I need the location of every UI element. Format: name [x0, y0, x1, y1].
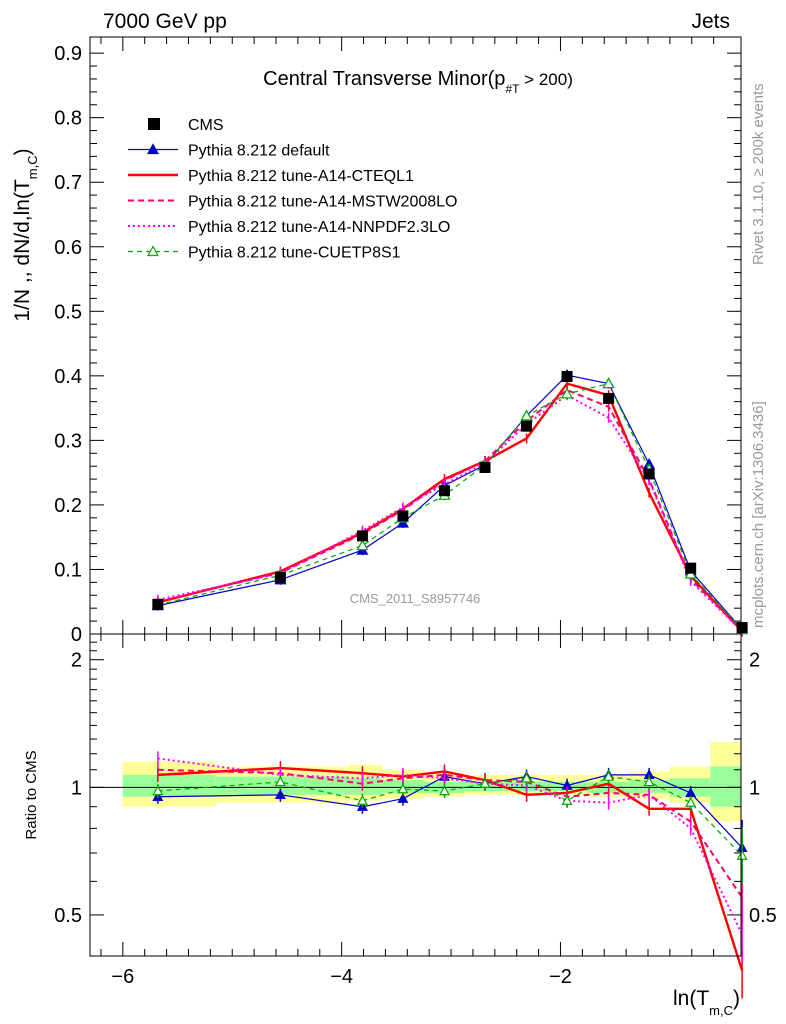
point-cms — [685, 562, 697, 574]
ratio-point-cuetp — [356, 794, 368, 805]
ratio-point-default — [274, 789, 286, 800]
top-ytick-label: 0.4 — [54, 366, 82, 388]
ratio-point-cuetp — [736, 849, 748, 860]
point-cuetp — [561, 387, 574, 399]
legend-label-mstw: Pythia 8.212 tune-A14-MSTW2008LO — [188, 194, 457, 211]
series-line-default — [157, 374, 743, 630]
ratio-point-cuetp — [603, 770, 615, 781]
top-ytick-label: 0.2 — [54, 495, 82, 517]
x-axis-label: ln(Tm,C) — [673, 987, 740, 1018]
ratio-point-cuetp — [521, 772, 533, 783]
ratio-series — [152, 751, 748, 999]
point-cms — [438, 485, 450, 497]
ratio-line-cuetp — [157, 775, 743, 857]
ratio-ytick-label: 0.5 — [54, 905, 82, 927]
ratio-point-cuetp — [685, 796, 697, 807]
ratio-frame — [89, 633, 742, 957]
ratio-ytick-label: 1 — [71, 777, 82, 799]
ratio-ytick-label: 2 — [71, 650, 82, 672]
rivet-label: Rivet 3.1.10, ≥ 200k events — [750, 83, 767, 265]
series-line-cuetp — [157, 382, 743, 630]
legend-label-cteql1: Pythia 8.212 tune-A14-CTEQL1 — [188, 168, 414, 185]
xtick-label: −2 — [549, 966, 572, 988]
point-cms — [603, 392, 615, 404]
ratio-point-cuetp — [152, 785, 164, 796]
point-cuetp — [520, 409, 533, 421]
top-ytick-label: 0.6 — [54, 237, 82, 259]
legend-marker-cuetp — [146, 245, 160, 257]
ratio-point-cuetp — [643, 776, 655, 787]
top-ylabel: 1/N ,, dN/d,ln(Tm,C) — [11, 148, 40, 321]
top-ytick-label: 0.8 — [54, 108, 82, 130]
point-cms — [643, 468, 655, 480]
point-cms — [479, 461, 491, 473]
top-plot: 0 0.1 0.2 0.3 0.4 0.5 0.6 0.7 0.8 0.9 1/N ,, dN/d… — [11, 36, 749, 646]
top-series — [151, 368, 749, 637]
xtick-label: −6 — [111, 966, 134, 988]
ratio-line-default — [157, 774, 743, 849]
point-cms — [397, 510, 409, 522]
top-ytick-label: 0.3 — [54, 430, 82, 452]
point-cms — [521, 420, 533, 432]
header-right: Jets — [691, 10, 730, 33]
top-ytick-label: 0 — [71, 624, 82, 646]
legend: CMS Pythia 8.212 default Pythia 8.212 tune… — [128, 117, 457, 262]
legend-label-cms: CMS — [188, 117, 224, 134]
point-cuetp — [602, 377, 615, 389]
top-ytick-label: 0.9 — [54, 43, 82, 65]
band-inner — [710, 766, 741, 807]
ratio-ticks: 0.5 0.5 1 1 2 2 −6 −4 −2 — [54, 634, 777, 988]
point-cuetp — [356, 539, 369, 551]
legend-label-nnpdf: Pythia 8.212 tune-A14-NNPDF2.3LO — [188, 219, 450, 236]
ratio-point-cuetp — [561, 794, 573, 805]
main-title: Central Transverse Minor(p#T > 200) — [263, 68, 573, 96]
ratio-ytick-label-right: 2 — [749, 650, 760, 672]
band-inner — [122, 774, 216, 797]
top-ytick-label: 0.1 — [54, 559, 82, 581]
xtick-label: −4 — [330, 966, 353, 988]
watermark: CMS_2011_S8957746 — [350, 591, 481, 606]
header-left: 7000 GeV pp — [103, 10, 227, 33]
ratio-ylabel: Ratio to CMS — [23, 750, 40, 839]
ratio-point-cuetp — [438, 785, 451, 796]
legend-marker-cms — [148, 118, 160, 130]
ratio-point-cuetp — [397, 783, 409, 794]
ratio-point-cuetp — [479, 777, 491, 788]
series-line-nnpdf — [157, 394, 743, 633]
series-line-cteql1 — [157, 382, 743, 633]
ratio-band — [90, 741, 741, 822]
ratio-line-nnpdf — [157, 757, 743, 935]
top-ytick-label: 0.7 — [54, 172, 82, 194]
point-cms — [356, 530, 368, 542]
point-cms — [736, 622, 748, 634]
legend-label-cuetp: Pythia 8.212 tune-CUETP8S1 — [188, 245, 401, 262]
ratio-point-cuetp — [274, 776, 286, 787]
point-cms — [274, 571, 286, 583]
top-ytick-label: 0.5 — [54, 301, 82, 323]
ratio-line-mstw — [157, 768, 743, 898]
ratio-line-cteql1 — [157, 766, 744, 971]
legend-label-default: Pythia 8.212 default — [188, 143, 330, 160]
band-inner — [348, 778, 383, 795]
legend-marker-default — [146, 143, 160, 155]
mcplots-label: mcplots.cern.ch [arXiv:1306.3436] — [750, 401, 767, 628]
ratio-plot: 0.5 0.5 1 1 2 2 −6 −4 −2 Ratio to CMS ln(Tm,C) — [23, 633, 777, 1018]
ratio-ytick-label-right: 1 — [749, 777, 760, 799]
point-cms — [561, 370, 573, 382]
ratio-ytick-label-right: 0.5 — [749, 905, 777, 927]
top-ticks: 0 0.1 0.2 0.3 0.4 0.5 0.6 0.7 0.8 0.9 — [54, 37, 741, 646]
ratio-point-default — [397, 792, 409, 803]
series-line-mstw — [157, 388, 743, 632]
point-cms — [152, 598, 164, 610]
